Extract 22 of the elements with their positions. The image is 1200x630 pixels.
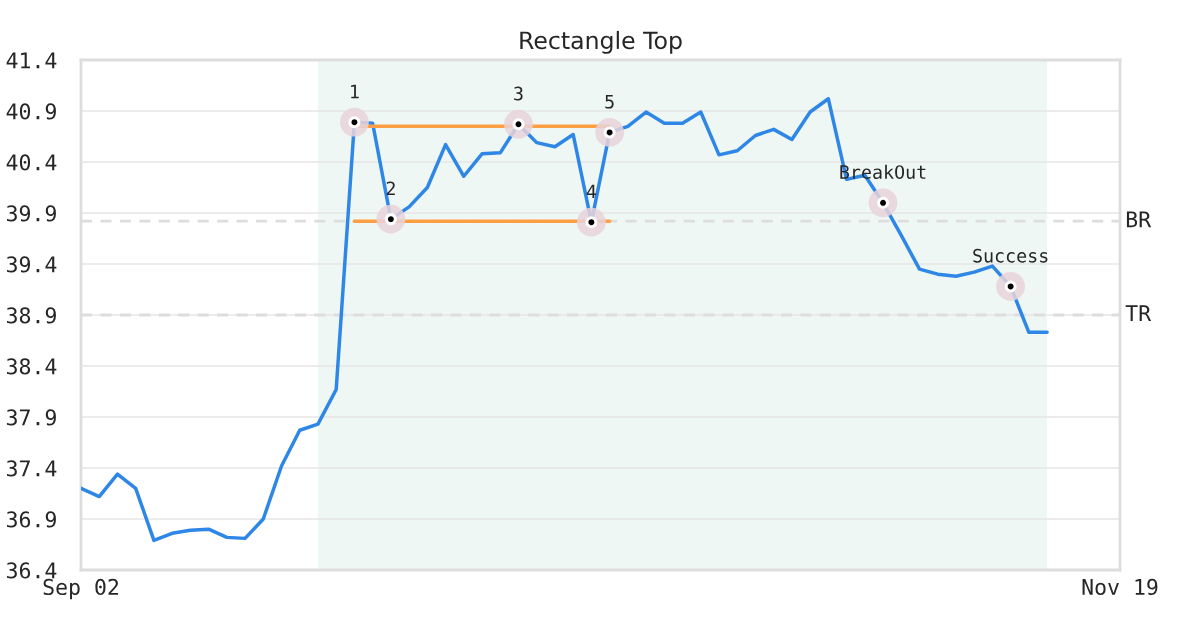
ref-line-label: TR <box>1125 305 1152 321</box>
y-tick-label: 38.4 <box>6 358 57 375</box>
ref-line-label: BR <box>1126 211 1152 228</box>
y-tick-label: 39.9 <box>6 205 56 222</box>
y-tick-label: 36.9 <box>6 511 56 528</box>
annotation: Success <box>973 248 1048 263</box>
y-tick-label: 41.4 <box>6 52 57 69</box>
y-tick-label: 40.9 <box>6 103 56 120</box>
annotation: 1 <box>351 84 359 99</box>
y-tick-label: 36.4 <box>6 562 57 579</box>
annotation: 3 <box>514 86 523 101</box>
y-tick-label: 37.4 <box>6 460 57 477</box>
y-tick-label: 37.9 <box>6 409 56 426</box>
x-tick-label: Sep 02 <box>43 578 119 600</box>
y-tick-label: 39.4 <box>6 256 57 273</box>
y-tick-label: 38.9 <box>6 307 56 324</box>
annotation: 5 <box>605 94 614 109</box>
annotation: 2 <box>386 181 395 196</box>
y-tick-label: 40.4 <box>6 154 57 171</box>
annotation: 4 <box>586 184 597 199</box>
x-tick-label: Nov 19 <box>1082 578 1158 596</box>
chart-title: Rectangle Top <box>520 30 682 54</box>
